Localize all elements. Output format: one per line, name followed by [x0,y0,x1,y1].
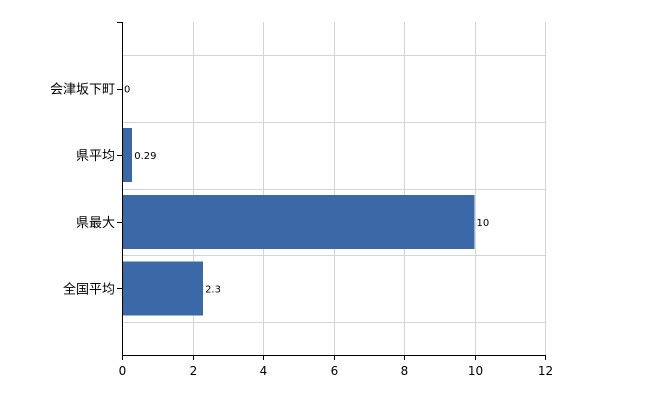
bar [122,128,133,183]
y-tick-label: 会津坂下町 [50,83,115,98]
bar [122,194,475,249]
x-tick-label: 6 [331,364,339,378]
data-label: 0 [124,85,130,96]
x-tick-label: 4 [260,364,268,378]
x-tick-label: 10 [468,364,483,378]
x-tick-label: 2 [190,364,198,378]
axis-layer [117,22,546,360]
y-tick-label: 全国平均 [63,281,115,297]
bar-layer [122,128,475,316]
x-tick-label: 12 [538,364,553,378]
bar [122,261,204,316]
data-label: 2.3 [205,284,221,295]
data-label: 10 [477,218,490,229]
grid-layer [122,22,546,355]
x-tick-label: 0 [119,364,127,378]
y-tick-label: 県平均 [76,149,115,164]
y-tick-label: 県最大 [76,216,115,231]
data-label: 0.29 [134,151,156,162]
label-layer: 0 2 4 6 8 10 12 会津坂下町 0 県平均 0.29 県最大 10 全国平均 2.3 [50,83,553,378]
x-tick-label: 8 [401,364,409,378]
